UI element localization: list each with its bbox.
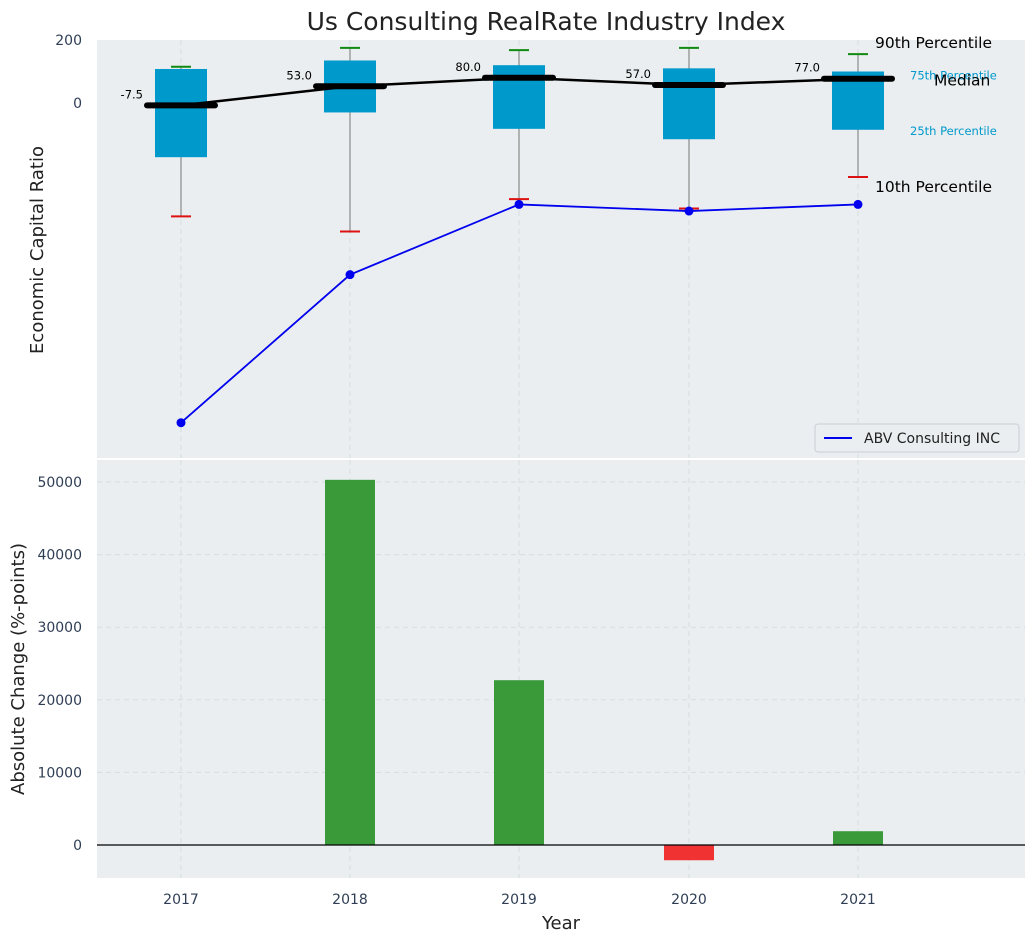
boxplot-2017	[144, 65, 218, 218]
company-point-2018	[345, 270, 355, 280]
bar-2021	[833, 831, 883, 845]
iqr-box	[663, 68, 715, 140]
top-plot-background	[97, 40, 1025, 458]
bottom-y-tick-label: 10000	[37, 765, 82, 781]
top-grid	[180, 40, 859, 458]
bar-2020	[664, 845, 714, 861]
top-y-ticks: 2000	[55, 33, 82, 112]
legend-box	[814, 423, 1020, 453]
median-value-label: 53.0	[286, 68, 312, 82]
annotation-75th-percentile: 75th Percentile	[910, 69, 997, 83]
bottom-y-tick-label: 20000	[37, 693, 82, 709]
legend-label: ABV Consulting INC	[864, 431, 1000, 447]
bottom-y-tick-label: 0	[73, 838, 82, 854]
annotation-25th-percentile: 25th Percentile	[910, 124, 997, 138]
bottom-y-tick-label: 50000	[37, 475, 82, 491]
company-point-2019	[514, 199, 524, 209]
top-y-axis-label: Economic Capital Ratio	[27, 146, 48, 354]
iqr-box	[155, 68, 207, 158]
bottom-y-ticks: 0 10000 20000 30000 40000 50000	[37, 475, 82, 854]
iqr-box	[493, 65, 545, 129]
company-series	[176, 199, 863, 428]
top-y-tick-label: 200	[55, 33, 82, 49]
x-tick-label: 2020	[671, 892, 707, 908]
bottom-y-tick-label: 40000	[37, 548, 82, 564]
change-bars	[97, 479, 1025, 861]
bottom-y-axis-label: Absolute Change (%-points)	[8, 543, 29, 795]
company-point-2020	[684, 206, 694, 216]
annotation-median: Median	[934, 72, 990, 90]
bar-2018	[325, 479, 375, 845]
median-value-label: 57.0	[625, 67, 651, 81]
annotation-10th-percentile: 10th Percentile	[875, 178, 992, 196]
company-point-2017	[176, 418, 186, 428]
x-tick-label: 2017	[163, 892, 199, 908]
x-tick-label: 2019	[501, 892, 537, 908]
boxplot-2021	[821, 53, 895, 179]
boxplots: -7.5 53.0 80.0 57.0 77.0	[121, 46, 895, 233]
bar-2019	[494, 680, 544, 845]
chart-title: Us Consulting RealRate Industry Index	[307, 7, 786, 36]
x-tick-label: 2018	[332, 892, 368, 908]
annotation-90th-percentile: 90th Percentile	[875, 34, 992, 52]
company-point-2021	[853, 199, 863, 209]
median-value-label: -7.5	[121, 87, 143, 101]
bottom-y-tick-label: 30000	[37, 620, 82, 636]
x-axis-label: Year	[541, 913, 581, 934]
top-y-tick-label: 0	[73, 96, 82, 112]
x-tick-label: 2021	[840, 892, 876, 908]
median-value-label: 80.0	[455, 60, 481, 74]
median-trend-line	[180, 76, 859, 107]
bottom-plot-background	[97, 460, 1025, 878]
median-value-label: 77.0	[794, 61, 820, 75]
legend: ABV Consulting INC	[814, 423, 1020, 453]
x-ticks: 2017 2018 2019 2020 2021	[163, 892, 876, 908]
top-panel: -7.553.080.057.0 77.0 2000 90th Percentil…	[27, 7, 1025, 458]
